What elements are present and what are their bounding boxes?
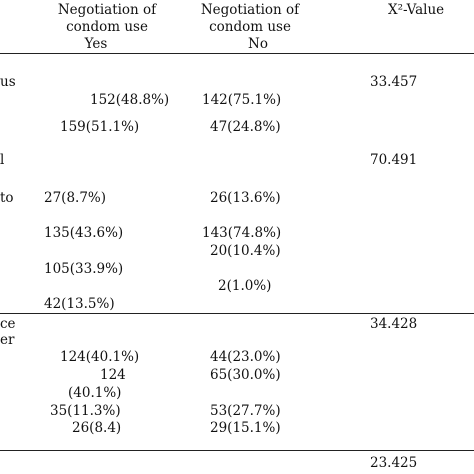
column-header: condom use: [66, 19, 148, 35]
column-header: No: [248, 36, 268, 52]
chi-square: 34.428: [370, 316, 418, 332]
cell: (40.1%): [68, 385, 122, 401]
cell: 47(24.8%): [210, 119, 281, 135]
cell: 35(11.3%): [50, 403, 121, 419]
cell: 27(8.7%): [44, 190, 107, 206]
cell: 143(74.8%): [202, 225, 282, 241]
cell: 159(51.1%): [60, 119, 140, 135]
cell: 2(1.0%): [218, 278, 272, 294]
cell: 26(13.6%): [210, 190, 281, 206]
chi-square: 70.491: [370, 152, 418, 168]
cell: 29(15.1%): [210, 420, 281, 436]
cell: 152(48.8%): [90, 92, 170, 108]
row-label: ce: [0, 316, 16, 332]
column-header: Negotiation of: [57, 2, 157, 18]
cell: 105(33.9%): [44, 261, 124, 277]
cell: 65(30.0%): [210, 367, 281, 383]
cell: 44(23.0%): [210, 349, 281, 365]
column-header: condom use: [209, 19, 291, 35]
group-rule: [0, 313, 474, 314]
row-label: er: [0, 332, 15, 348]
cell: 20(10.4%): [210, 243, 281, 259]
chi-square: 33.457: [370, 74, 418, 90]
cell: 124(40.1%): [60, 349, 140, 365]
header-rule: [0, 53, 474, 54]
row-label: l: [0, 152, 5, 168]
row-label: to: [0, 190, 14, 206]
cell: 53(27.7%): [210, 403, 281, 419]
cell: 26(8.4): [72, 420, 122, 436]
chi-square: 23.425: [370, 455, 418, 471]
cell: 142(75.1%): [202, 92, 282, 108]
cell: 135(43.6%): [44, 225, 124, 241]
column-header: Yes: [84, 36, 108, 52]
cell: 42(13.5%): [44, 296, 115, 312]
column-header: Negotiation of: [200, 2, 300, 18]
group-rule: [0, 450, 474, 451]
row-label: us: [0, 74, 16, 90]
cell: 124: [100, 367, 126, 383]
column-header: X²-Value: [388, 2, 445, 18]
